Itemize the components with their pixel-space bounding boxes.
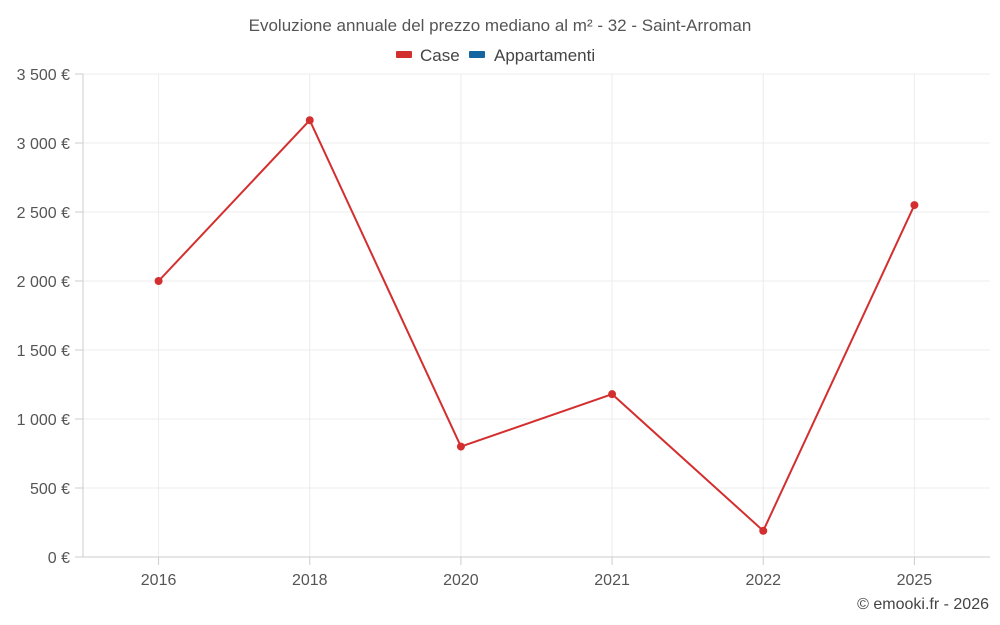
legend-item-case[interactable]: Case bbox=[396, 46, 460, 65]
legend-item-appartamenti[interactable]: Appartamenti bbox=[469, 46, 595, 65]
data-point[interactable] bbox=[759, 526, 768, 535]
x-tick-label: 2020 bbox=[443, 572, 479, 589]
series-line-case bbox=[157, 119, 916, 532]
x-tick-label: 2018 bbox=[292, 572, 328, 589]
x-tick-label: 2016 bbox=[141, 572, 177, 589]
x-axis: 2016 2018 2020 2021 2022 2025 bbox=[83, 556, 990, 589]
y-tick-label: 0 € bbox=[48, 550, 70, 567]
gridlines bbox=[83, 73, 990, 557]
data-point[interactable] bbox=[456, 442, 465, 451]
legend-swatch-case bbox=[396, 51, 412, 58]
y-tick-label: 500 € bbox=[30, 481, 70, 498]
x-tick-label: 2022 bbox=[745, 572, 781, 589]
legend-label-appartamenti: Appartamenti bbox=[494, 46, 595, 65]
data-point[interactable] bbox=[910, 201, 919, 210]
y-tick-label: 1 000 € bbox=[17, 412, 70, 429]
legend-swatch-appartamenti bbox=[469, 51, 485, 58]
chart-title: Evoluzione annuale del prezzo mediano al… bbox=[249, 16, 752, 35]
x-tick-label: 2025 bbox=[897, 572, 933, 589]
y-axis: 0 € 500 € 1 000 € 1 500 € 2 000 € 2 500 € 3 00… bbox=[17, 67, 84, 567]
y-tick-label: 1 500 € bbox=[17, 343, 70, 360]
data-point[interactable] bbox=[608, 390, 617, 399]
legend-label-case: Case bbox=[420, 46, 460, 65]
x-tick-label: 2021 bbox=[594, 572, 630, 589]
data-point[interactable] bbox=[305, 116, 314, 125]
legend: Case Appartamenti bbox=[396, 46, 595, 65]
y-tick-label: 2 000 € bbox=[17, 274, 70, 291]
credit-text: © emooki.fr - 2026 bbox=[857, 596, 989, 613]
y-tick-label: 3 000 € bbox=[17, 136, 70, 153]
series-case bbox=[154, 116, 919, 535]
y-tick-label: 3 500 € bbox=[17, 67, 70, 84]
data-point[interactable] bbox=[154, 277, 163, 285]
y-tick-label: 2 500 € bbox=[17, 205, 70, 222]
